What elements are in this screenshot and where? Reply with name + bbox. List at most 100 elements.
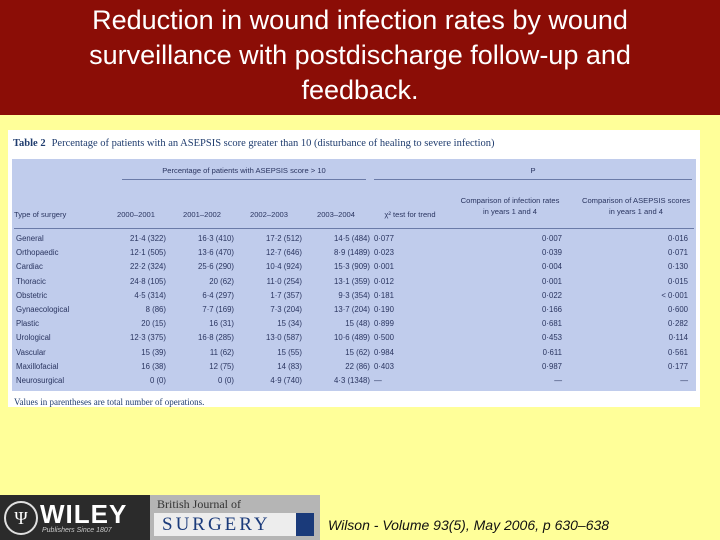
cell-2003: 13·1 (359) [334,276,370,286]
cell-trend: 0·899 [374,319,394,329]
cell-2000: 4·5 (314) [134,290,166,300]
cell-2003: 4·3 (1348) [334,376,370,385]
table-row: Gynaecological 8 (86) 7·7 (169) 7·3 (204) 13… [12,304,696,315]
cell-2002: 14 (83) [277,361,302,371]
col-header-type: Type of surgery [14,210,67,219]
cell-infection: 0·611 [542,347,562,357]
cell-asepsis: 0·071 [668,248,688,258]
table-row: Cardiac 22·2 (324) 25·6 (290) 10·4 (924) 15·… [12,261,696,272]
table-row: Neurosurgical 0 (0) 0 (0) 4·9 (740) 4·3 (134… [12,375,696,386]
table-row: Orthopaedic 12·1 (505) 13·6 (470) 12·7 (646… [12,247,696,258]
cell-type: Orthopaedic [16,248,59,258]
cell-asepsis: 0·130 [668,262,688,272]
cell-2002: 10·4 (924) [266,262,302,272]
slide-header: Reduction in wound infection rates by wo… [0,0,720,115]
journal-color-block [296,513,314,536]
cell-trend: — [374,376,382,385]
cell-2001: 25·6 (290) [198,262,234,272]
cell-infection: — [554,376,562,385]
cell-2002: 4·9 (740) [270,376,302,385]
col-header-2002: 2002–2003 [249,210,288,219]
cell-2001: 6·4 (297) [202,290,234,300]
cell-asepsis: 0·016 [668,234,688,243]
cell-2003: 15 (62) [345,347,370,357]
cell-2000: 12·3 (375) [130,333,166,343]
title-line: feedback. [301,75,419,105]
cell-2003: 13·7 (204) [334,305,370,314]
cell-type: Gynaecological [16,305,70,314]
col-header-2001: 2001–2002 [182,210,221,219]
cell-2001: 20 (62) [209,276,234,286]
cell-type: General [16,234,44,243]
cell-2003: 15·3 (909) [334,262,370,272]
cell-infection: 0·004 [542,262,562,272]
cell-2000: 22·2 (324) [130,262,166,272]
table-row: Maxillofacial 16 (38) 12 (75) 14 (83) 22 (86… [12,361,696,372]
cell-infection: 0·007 [542,234,562,243]
cell-2003: 10·6 (489) [334,333,370,343]
cell-asepsis: 0·114 [668,333,688,343]
cell-2000: 24·8 (105) [130,276,166,286]
cell-2001: 11 (62) [209,347,234,357]
cell-infection: 0·681 [542,319,562,329]
cell-2001: 12 (75) [209,361,234,371]
cell-2001: 0 (0) [217,376,234,385]
cell-type: Vascular [16,347,46,357]
cell-type: Urological [16,333,51,343]
cell-2001: 7·7 (169) [202,305,234,314]
cell-2001: 16·3 (410) [198,234,234,243]
journal-logo: British Journal of SURGERY [150,495,320,540]
cell-2001: 16 (31) [209,319,234,329]
cell-trend: 0·012 [374,276,394,286]
cell-trend: 0·500 [374,333,394,343]
wiley-tagline: Publishers Since 1807 [42,527,112,534]
table-row: Urological 12·3 (375) 16·8 (285) 13·0 (587)… [12,332,696,343]
journal-title-top: British Journal of [157,497,241,511]
cell-infection: 0·022 [542,290,562,300]
table-row: Vascular 15 (39) 11 (62) 15 (55) 15 (62) 0·98… [12,347,696,358]
table-row: General 21·4 (322) 16·3 (410) 17·2 (512) 14·… [12,233,696,244]
cell-trend: 0·181 [374,290,394,300]
wiley-logo: Ψ WILEY Publishers Since 1807 [0,495,150,540]
cell-2000: 20 (15) [141,319,166,329]
cell-2002: 17·2 (512) [266,234,302,243]
cell-2002: 11·0 (254) [266,276,302,286]
col-header-2000: 2000–2001 [116,210,155,219]
cell-asepsis: 0·282 [668,319,688,329]
cell-2002: 15 (34) [277,319,302,329]
cell-trend: 0·190 [374,305,394,314]
wiley-wordmark: WILEY [40,499,128,529]
slide-title: Reduction in wound infection rates by wo… [18,3,702,108]
cell-2003: 14·5 (484) [334,234,370,243]
title-line: Reduction in wound infection rates by wo… [92,5,628,35]
col-header-asepsis-scores: Comparison of ASEPSIS scores in years 1 … [581,196,691,216]
cell-2002: 1·7 (357) [270,290,302,300]
cell-trend: 0·984 [374,347,394,357]
cell-trend: 0·077 [374,234,394,243]
title-line: surveillance with postdischarge follow-u… [89,40,631,70]
table-footnote: Values in parentheses are total number o… [14,397,205,407]
cell-infection: 0·166 [542,305,562,314]
cell-2001: 13·6 (470) [198,248,234,258]
cell-2000: 0 (0) [149,376,166,385]
citation: Wilson - Volume 93(5), May 2006, p 630–6… [328,517,610,533]
cell-2000: 15 (39) [141,347,166,357]
cell-trend: 0·023 [374,248,394,258]
cell-asepsis: 0·600 [668,305,688,314]
cell-2000: 21·4 (322) [130,234,166,243]
cell-asepsis: 0·561 [668,347,688,357]
cell-2003: 8·9 (1489) [334,248,370,258]
slide-footer: Ψ WILEY Publishers Since 1807 British Jo… [0,495,720,540]
col-header-trend: χ² test for trend [384,210,436,219]
table-panel: Table 2 Percentage of patients with an AS… [8,130,700,407]
cell-2002: 7·3 (204) [270,305,302,314]
cell-infection: 0·987 [542,361,562,371]
cell-2002: 13·0 (587) [266,333,302,343]
cell-2000: 8 (86) [145,305,166,314]
journal-name-band: SURGERY [154,513,314,536]
cell-2002: 12·7 (646) [266,248,302,258]
journal-name: SURGERY [162,514,271,535]
cell-type: Maxillofacial [16,361,59,371]
cell-2003: 9·3 (354) [338,290,370,300]
col-header-infection-rates: Comparison of infection rates in years 1… [460,196,560,216]
